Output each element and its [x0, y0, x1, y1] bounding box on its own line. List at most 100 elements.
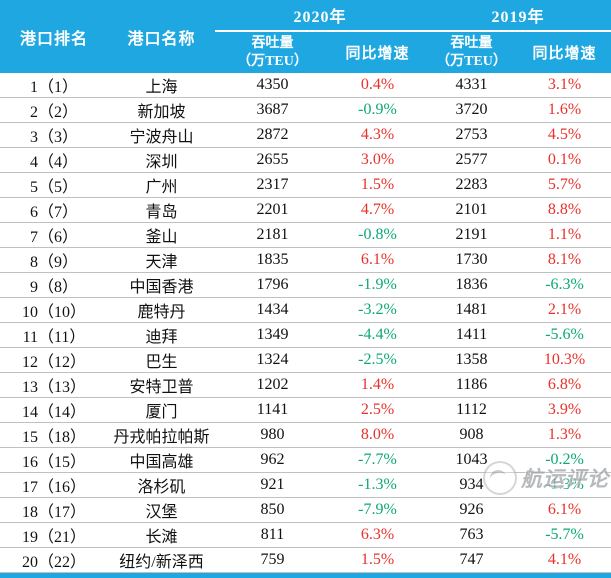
growth-2020-cell: -2.5% — [330, 347, 426, 373]
throughput-2019-cell: 1186 — [425, 372, 519, 398]
rank-cell: 2（2） — [0, 97, 108, 123]
throughput-2019-cell: 1481 — [425, 297, 519, 323]
throughput-2019-cell: 747 — [425, 547, 519, 573]
rank-cell: 20（22） — [0, 547, 108, 573]
port-name-cell: 广州 — [108, 172, 215, 198]
throughput-2019-cell: 926 — [425, 497, 519, 523]
throughput-2019-cell: 2101 — [425, 197, 519, 223]
rank-cell: 3（3） — [0, 122, 108, 148]
growth-2019-cell: -5.6% — [518, 322, 611, 348]
port-name-cell: 鹿特丹 — [108, 297, 215, 323]
port-name-cell: 新加坡 — [108, 97, 215, 123]
rank-cell: 8（9） — [0, 247, 108, 273]
table-row: 12（12） 巴生 1324 -2.5% 1358 10.3% — [0, 347, 611, 373]
growth-2020-cell: -7.7% — [330, 447, 426, 473]
growth-2020-cell: -0.8% — [330, 222, 426, 248]
header-year-2019: 2019年 — [425, 0, 611, 32]
throughput-2020-cell: 2872 — [215, 122, 330, 148]
port-name-cell: 汉堡 — [108, 497, 215, 523]
rank-cell: 17（16） — [0, 472, 108, 498]
port-name-cell: 洛杉矶 — [108, 472, 215, 498]
table-row: 3（3） 宁波舟山 2872 4.3% 2753 4.5% — [0, 122, 611, 148]
growth-2020-cell: 6.1% — [330, 247, 426, 273]
port-name-cell: 厦门 — [108, 397, 215, 423]
table-header: 港口排名 港口名称 2020年 2019年 吞吐量 （万TEU） 同比增速 吞吐… — [0, 0, 611, 73]
port-name-cell: 安特卫普 — [108, 372, 215, 398]
throughput-2020-cell: 1835 — [215, 247, 330, 273]
throughput-2019-cell: 763 — [425, 522, 519, 548]
growth-2020-cell: -7.9% — [330, 497, 426, 523]
growth-2020-cell: 4.7% — [330, 197, 426, 223]
table-row: 20（22） 纽约/新泽西 759 1.5% 747 4.1% — [0, 547, 611, 573]
throughput-2020-cell: 3687 — [215, 97, 330, 123]
growth-2019-cell: 3.9% — [518, 397, 611, 423]
port-name-cell: 上海 — [108, 73, 215, 98]
throughput-2019-cell: 3720 — [425, 97, 519, 123]
growth-2020-cell: -1.3% — [330, 472, 426, 498]
growth-2020-cell: -3.2% — [330, 297, 426, 323]
throughput-2019-cell: 2753 — [425, 122, 519, 148]
table-row: 10（10） 鹿特丹 1434 -3.2% 1481 2.1% — [0, 297, 611, 323]
port-name-cell: 天津 — [108, 247, 215, 273]
rank-cell: 10（10） — [0, 297, 108, 323]
throughput-2019-cell: 908 — [425, 422, 519, 448]
growth-2019-cell: 4.1% — [518, 547, 611, 573]
table-row: 11（11） 迪拜 1349 -4.4% 1411 -5.6% — [0, 322, 611, 348]
rank-cell: 11（11） — [0, 322, 108, 348]
port-name-cell: 宁波舟山 — [108, 122, 215, 148]
table-row: 2（2） 新加坡 3687 -0.9% 3720 1.6% — [0, 97, 611, 123]
throughput-2020-cell: 1141 — [215, 397, 330, 423]
rank-cell: 9（8） — [0, 272, 108, 298]
throughput-2020-cell: 1324 — [215, 347, 330, 373]
growth-2019-cell: 2.1% — [518, 297, 611, 323]
throughput-label-line2: （万TEU） — [237, 53, 308, 69]
growth-2020-cell: 2.5% — [330, 397, 426, 423]
growth-2020-cell: -4.4% — [330, 322, 426, 348]
header-throughput-2019: 吞吐量 （万TEU） — [425, 31, 519, 73]
throughput-label-line1: 吞吐量 — [251, 35, 294, 51]
bottom-accent-bar — [0, 573, 611, 578]
growth-2019-cell: 3.1% — [518, 73, 611, 98]
port-name-cell: 中国高雄 — [108, 447, 215, 473]
growth-2019-cell: 5.7% — [518, 172, 611, 198]
port-name-cell: 纽约/新泽西 — [108, 547, 215, 573]
rank-cell: 4（4） — [0, 147, 108, 173]
port-name-cell: 中国香港 — [108, 272, 215, 298]
throughput-2020-cell: 962 — [215, 447, 330, 473]
throughput-2020-cell: 1349 — [215, 322, 330, 348]
rank-cell: 7（6） — [0, 222, 108, 248]
growth-2019-cell: 4.5% — [518, 122, 611, 148]
growth-2019-cell: 1.3% — [518, 422, 611, 448]
throughput-label-line2: （万TEU） — [436, 53, 507, 69]
growth-2019-cell: 8.1% — [518, 247, 611, 273]
growth-2020-cell: 8.0% — [330, 422, 426, 448]
table-row: 8（9） 天津 1835 6.1% 1730 8.1% — [0, 247, 611, 273]
port-name-cell: 巴生 — [108, 347, 215, 373]
throughput-2019-cell: 934 — [425, 472, 519, 498]
growth-2019-cell: 8.8% — [518, 197, 611, 223]
rank-cell: 19（21） — [0, 522, 108, 548]
throughput-2020-cell: 2655 — [215, 147, 330, 173]
growth-2019-cell: 10.3% — [518, 347, 611, 373]
table-row: 9（8） 中国香港 1796 -1.9% 1836 -6.3% — [0, 272, 611, 298]
growth-2019-cell: -5.7% — [518, 522, 611, 548]
table-row: 15（18） 丹戎帕拉帕斯 980 8.0% 908 1.3% — [0, 422, 611, 448]
throughput-2019-cell: 1358 — [425, 347, 519, 373]
growth-2019-cell: 1.6% — [518, 97, 611, 123]
throughput-2019-cell: 2577 — [425, 147, 519, 173]
throughput-2020-cell: 921 — [215, 472, 330, 498]
port-name-cell: 深圳 — [108, 147, 215, 173]
table-row: 14（14） 厦门 1141 2.5% 1112 3.9% — [0, 397, 611, 423]
growth-2020-cell: 6.3% — [330, 522, 426, 548]
port-name-cell: 釜山 — [108, 222, 215, 248]
throughput-2020-cell: 980 — [215, 422, 330, 448]
port-name-cell: 丹戎帕拉帕斯 — [108, 422, 215, 448]
rank-cell: 14（14） — [0, 397, 108, 423]
table-row: 7（6） 釜山 2181 -0.8% 2191 1.1% — [0, 222, 611, 248]
header-throughput-2020: 吞吐量 （万TEU） — [215, 31, 330, 73]
growth-2020-cell: 1.5% — [330, 172, 426, 198]
rank-cell: 5（5） — [0, 172, 108, 198]
growth-2019-cell: 6.1% — [518, 497, 611, 523]
header-growth-2020: 同比增速 — [330, 31, 426, 73]
